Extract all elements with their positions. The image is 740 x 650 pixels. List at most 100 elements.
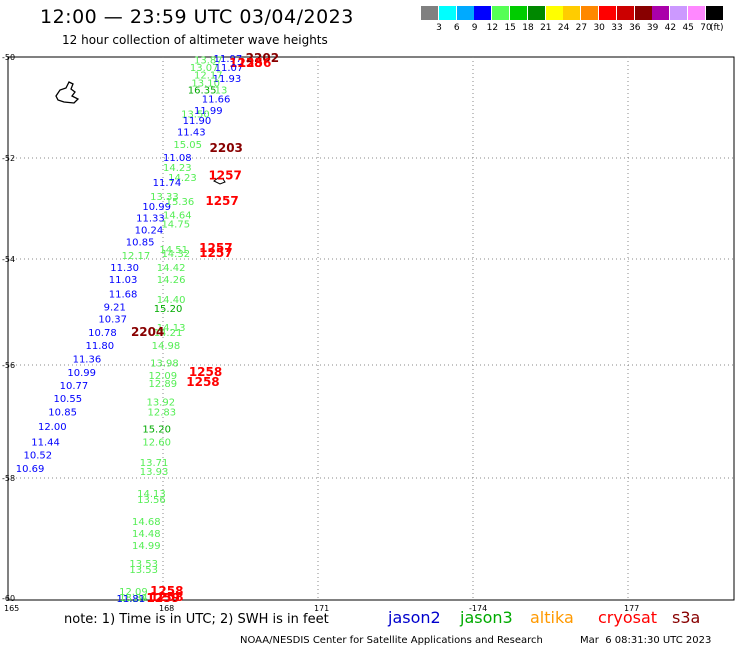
credit-text: NOAA/NESDIS Center for Satellite Applica… bbox=[240, 635, 543, 646]
wave-height-value: 13.33 bbox=[150, 192, 179, 203]
wave-height-value: 11.68 bbox=[109, 289, 138, 300]
wave-height-value: 10.69 bbox=[16, 464, 45, 475]
satellite-altika: altika bbox=[530, 608, 574, 627]
lat-label: -52 bbox=[2, 154, 15, 163]
lat-label: -56 bbox=[2, 361, 15, 370]
wave-height-value: 11.74 bbox=[153, 178, 182, 189]
pass-time-label: 2202 bbox=[246, 51, 279, 65]
wave-height-value: 14.26 bbox=[157, 275, 186, 286]
wave-height-value: 11.43 bbox=[177, 128, 206, 139]
footnote: note: 1) Time is in UTC; 2) SWH is in fe… bbox=[64, 612, 329, 627]
scale-label: 39 bbox=[646, 23, 659, 33]
wave-height-value: 12.60 bbox=[142, 437, 171, 448]
wave-height-value: 11.99 bbox=[194, 106, 223, 117]
pass-time-label: 1257 bbox=[208, 169, 241, 183]
wave-height-value: 11.30 bbox=[110, 263, 139, 274]
satellite-s3a: s3a bbox=[672, 608, 701, 627]
scale-swatch bbox=[474, 6, 492, 20]
scale-label: 33 bbox=[611, 23, 623, 33]
scale-swatch bbox=[563, 6, 581, 20]
wave-height-value: 14.21 bbox=[154, 328, 183, 339]
satellite-cryosat: cryosat bbox=[598, 608, 658, 627]
wave-height-value: 14.42 bbox=[157, 263, 186, 274]
pass-time-label: 1258 bbox=[229, 56, 262, 70]
pass-time-label: 1259 bbox=[146, 591, 179, 605]
scale-label: 12 bbox=[486, 23, 499, 33]
pass-time-label: 2204 bbox=[131, 325, 164, 339]
wave-height-value: 14.13 bbox=[137, 489, 166, 500]
scale-label: 70 bbox=[700, 23, 712, 33]
wave-height-value: 12.00 bbox=[38, 422, 67, 433]
scale-label: 18 bbox=[522, 23, 534, 33]
scale-swatch bbox=[421, 6, 438, 20]
wave-height-value: 14.23 bbox=[168, 173, 197, 184]
pass-time-label: 1256 bbox=[238, 56, 271, 70]
wave-height-value: 12.09 bbox=[119, 587, 148, 598]
wave-height-value: 11.08 bbox=[163, 153, 192, 164]
wave-height-value: 10.99 bbox=[142, 202, 171, 213]
wave-height-value: 12.17 bbox=[122, 251, 151, 262]
wave-height-value: 13.71 bbox=[140, 458, 169, 469]
scale-label: 15 bbox=[504, 23, 516, 33]
wave-height-value: 14.13 bbox=[157, 323, 186, 334]
scale-label: 21 bbox=[540, 23, 552, 33]
scale-label: 9 bbox=[471, 23, 478, 33]
wave-height-value: 10.55 bbox=[53, 394, 82, 405]
wave-height-value: 14.64 bbox=[163, 211, 192, 222]
wave-height-value: 10.24 bbox=[135, 226, 164, 237]
wave-height-value: 15.05 bbox=[173, 140, 202, 151]
chart-subtitle: 12 hour collection of altimeter wave hei… bbox=[62, 33, 328, 47]
wave-height-value: 12.83 bbox=[148, 407, 177, 418]
wave-height-value: 16.35 bbox=[188, 85, 217, 96]
wave-height-value: 11.36 bbox=[73, 355, 102, 366]
pass-time-label: 1257 bbox=[199, 241, 232, 255]
lon-label: -174 bbox=[469, 604, 487, 613]
lon-label: 165 bbox=[4, 604, 19, 613]
lat-label: -54 bbox=[2, 255, 15, 264]
pass-time-label: 1258 bbox=[150, 584, 183, 598]
scale-swatch bbox=[527, 6, 545, 20]
scale-label: 42 bbox=[664, 23, 677, 33]
wave-height-value: 9.21 bbox=[104, 303, 126, 314]
lon-label: 177 bbox=[624, 604, 639, 613]
wave-height-value: 10.77 bbox=[60, 381, 89, 392]
wave-height-value: 10.85 bbox=[126, 237, 155, 248]
wave-height-value: 10.99 bbox=[67, 368, 96, 379]
wave-height-value: 11.90 bbox=[183, 116, 212, 127]
scale-label: 30 bbox=[593, 23, 605, 33]
scale-label: 3 bbox=[436, 23, 442, 33]
wave-height-value: 11.44 bbox=[31, 437, 60, 448]
scale-swatch bbox=[688, 6, 705, 20]
wave-height-value: 11.33 bbox=[136, 214, 165, 225]
wave-height-value: 10.37 bbox=[98, 314, 127, 325]
lat-label: -60 bbox=[2, 594, 15, 603]
credit-date: Mar 6 08:31:30 UTC 2023 bbox=[580, 635, 712, 646]
scale-label: 27 bbox=[575, 23, 588, 33]
pass-time-label: 1258 bbox=[186, 375, 219, 389]
wave-height-value: 14.98 bbox=[152, 341, 181, 352]
wave-height-value: 14.23 bbox=[163, 163, 192, 174]
wave-height-value: 11.80 bbox=[86, 341, 115, 352]
scale-swatch bbox=[545, 6, 563, 20]
wave-height-value: 10.85 bbox=[48, 407, 77, 418]
island-outline bbox=[213, 177, 226, 185]
wave-height-value: 10.78 bbox=[88, 328, 117, 339]
wave-height-value: 11.07 bbox=[215, 63, 244, 74]
wave-height-value: 14.99 bbox=[132, 541, 161, 552]
wave-height-value: 13.93 bbox=[140, 467, 169, 478]
wave-height-value: 13.10 bbox=[191, 78, 220, 89]
lon-label: 171 bbox=[314, 604, 329, 613]
scale-swatch bbox=[510, 6, 527, 20]
scale-swatch bbox=[599, 6, 616, 20]
scale-label: 36 bbox=[629, 23, 641, 33]
pass-time-label: 1258 bbox=[189, 365, 222, 379]
map-frame bbox=[7, 56, 735, 601]
wave-height-value: 12.09 bbox=[149, 371, 178, 382]
pass-time-label: 1257 bbox=[199, 246, 232, 260]
wave-height-value: 14.32 bbox=[161, 249, 190, 260]
wave-height-value: 14.51 bbox=[159, 245, 188, 256]
wave-height-value: 10.52 bbox=[24, 450, 53, 461]
wave-height-value: 13.84 bbox=[119, 593, 148, 604]
lat-label: -50 bbox=[2, 53, 15, 62]
pass-time-label: 1259 bbox=[146, 591, 179, 605]
